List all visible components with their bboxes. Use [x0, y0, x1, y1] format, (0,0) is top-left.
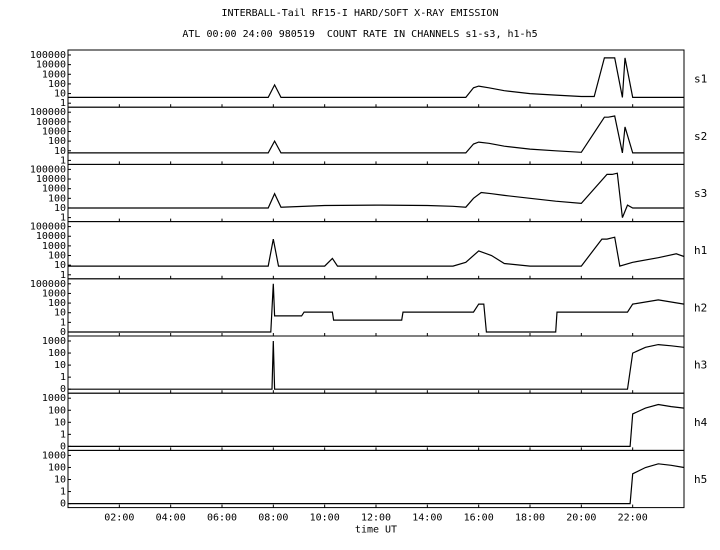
- panel-frame-h3: [67, 335, 685, 394]
- series-line-h3: [68, 340, 685, 390]
- y-tick-label-h2: 100000: [30, 279, 66, 290]
- panel-label-h5: h5: [694, 473, 707, 486]
- y-tick-label-s1: 10000: [36, 60, 66, 71]
- panel-label-h4: h4: [694, 416, 708, 429]
- y-tick-label-h3: 10: [54, 360, 66, 371]
- y-tick-label-s2: 1: [60, 155, 66, 166]
- x-tick-label: 02:00: [104, 513, 134, 524]
- y-tick-label-h1: 10000: [36, 231, 66, 242]
- series-line-s1: [68, 57, 684, 99]
- y-tick-label-h2: 0: [60, 327, 66, 338]
- y-tick-label-h1: 10: [54, 260, 66, 271]
- chart-subtitle: ATL 00:00 24:00 980519 COUNT RATE IN CHA…: [182, 29, 538, 40]
- chart-title: INTERBALL-Tail RF15-I HARD/SOFT X-RAY EM…: [221, 8, 499, 19]
- y-tick-label-s2: 10: [54, 146, 66, 157]
- y-tick-label-s3: 1000: [42, 184, 66, 195]
- y-tick-label-s1: 100000: [30, 50, 66, 61]
- y-tick-label-h2: 10: [54, 308, 66, 319]
- y-tick-label-h2: 1: [60, 317, 66, 328]
- series-line-s3: [68, 172, 684, 218]
- y-tick-label-s1: 100: [48, 79, 66, 90]
- y-tick-label-h2: 100: [48, 298, 66, 309]
- y-tick-label-h4: 1: [60, 429, 66, 440]
- y-tick-label-s3: 10: [54, 203, 66, 214]
- panel-label-h3: h3: [694, 359, 707, 372]
- y-tick-label-s2: 100: [48, 136, 66, 147]
- x-tick-label: 10:00: [310, 513, 340, 524]
- y-tick-label-h5: 0: [60, 499, 66, 510]
- panel-frame-h5: [67, 449, 685, 509]
- y-tick-label-h4: 0: [60, 441, 66, 452]
- panel-label-s1: s1: [694, 73, 707, 86]
- y-tick-label-h5: 100: [48, 462, 66, 473]
- x-tick-label: 22:00: [618, 513, 648, 524]
- y-tick-label-h1: 1: [60, 270, 66, 281]
- y-tick-label-h1: 100: [48, 251, 66, 262]
- y-tick-label-s3: 100: [48, 193, 66, 204]
- x-tick-label: 04:00: [156, 513, 186, 524]
- y-tick-label-s3: 10000: [36, 174, 66, 185]
- x-tick-label: 06:00: [207, 513, 237, 524]
- y-tick-label-s1: 1: [60, 98, 66, 109]
- y-tick-label-s2: 10000: [36, 117, 66, 128]
- y-tick-label-h1: 1000: [42, 241, 66, 252]
- y-tick-label-h4: 100: [48, 405, 66, 416]
- y-tick-label-h3: 100: [48, 348, 66, 359]
- y-tick-label-h3: 0: [60, 384, 66, 395]
- y-tick-label-h4: 10: [54, 417, 66, 428]
- panel-label-s3: s3: [694, 187, 707, 200]
- series-line-h2: [68, 283, 685, 333]
- panel-label-s2: s2: [694, 130, 707, 143]
- panel-frame-h1: [67, 221, 685, 280]
- panel-frame-h2: [67, 278, 685, 337]
- y-tick-label-s3: 100000: [30, 164, 66, 175]
- x-tick-label: 18:00: [515, 513, 545, 524]
- x-tick-label: 12:00: [361, 513, 391, 524]
- x-tick-label: 16:00: [464, 513, 494, 524]
- x-tick-label: 20:00: [566, 513, 596, 524]
- y-tick-label-h3: 1000: [42, 336, 66, 347]
- series-line-h4: [68, 403, 685, 447]
- panel-frame-s1: [67, 49, 685, 108]
- panel-label-h1: h1: [694, 244, 707, 257]
- y-tick-label-h5: 1: [60, 487, 66, 498]
- y-tick-label-s2: 1000: [42, 126, 66, 137]
- y-tick-label-h5: 1000: [42, 450, 66, 461]
- series-line-h5: [68, 463, 685, 505]
- y-tick-label-s1: 10: [54, 89, 66, 100]
- panel-label-h2: h2: [694, 301, 707, 314]
- y-tick-label-h3: 1: [60, 372, 66, 383]
- y-tick-label-s3: 1: [60, 213, 66, 224]
- x-axis-label: time UT: [355, 525, 397, 536]
- y-tick-label-h5: 10: [54, 475, 66, 486]
- y-tick-label-h2: 1000: [42, 288, 66, 299]
- series-line-s2: [68, 115, 684, 154]
- panel-frame-s3: [67, 163, 685, 223]
- y-tick-label-h4: 1000: [42, 393, 66, 404]
- y-tick-label-s1: 1000: [42, 69, 66, 80]
- panel-frame-h4: [67, 392, 685, 451]
- y-tick-label-s2: 100000: [30, 107, 66, 118]
- series-line-h1: [68, 236, 685, 267]
- x-tick-label: 08:00: [258, 513, 288, 524]
- y-tick-label-h1: 100000: [30, 222, 66, 233]
- x-tick-label: 14:00: [412, 513, 442, 524]
